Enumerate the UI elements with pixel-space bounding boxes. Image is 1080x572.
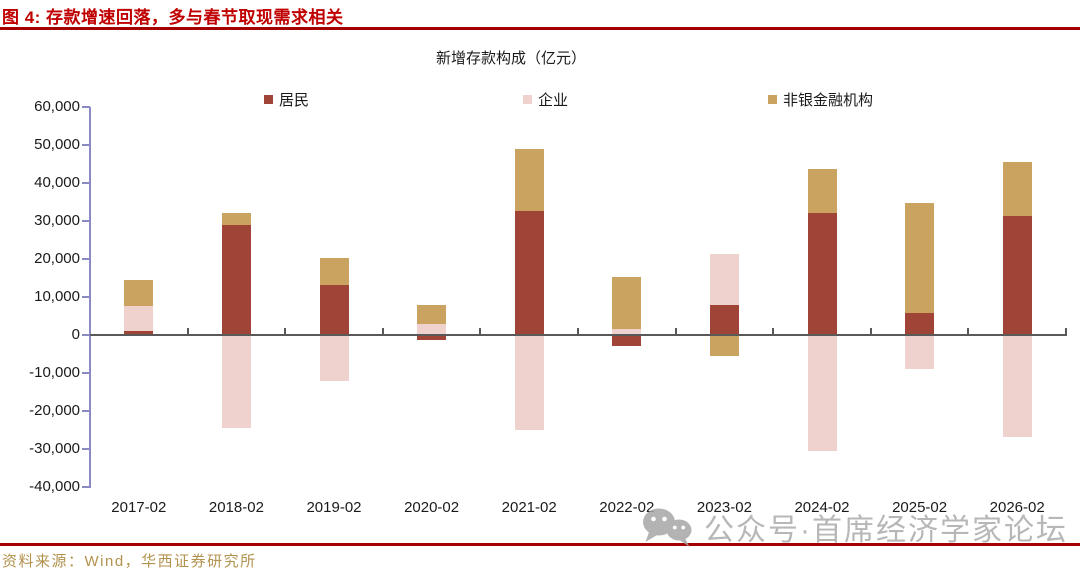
caption-divider — [0, 27, 1080, 30]
bar-segment-2019-02 — [319, 335, 349, 381]
bar-segment-2025-02 — [905, 335, 935, 370]
bar-segment-2018-02 — [221, 335, 251, 428]
y-axis-tick — [82, 486, 90, 488]
legend-label: 企业 — [538, 91, 569, 109]
bar-segment-2026-02 — [1002, 162, 1032, 217]
bar-segment-2021-02 — [514, 148, 544, 211]
bar-segment-2024-02 — [807, 168, 837, 214]
y-axis-tick — [82, 372, 90, 374]
y-axis-label: 20,000 — [34, 250, 80, 267]
source-note: 资料来源：Wind，华西证券研究所 — [2, 553, 257, 570]
bar-segment-2019-02 — [319, 258, 349, 286]
bar-segment-2025-02 — [905, 312, 935, 335]
bar-segment-2024-02 — [807, 335, 837, 451]
y-axis-tick — [82, 182, 90, 184]
bar-segment-2023-02 — [709, 305, 739, 335]
x-axis-label: 2021-02 — [501, 499, 557, 516]
bar-segment-2021-02 — [514, 335, 544, 430]
bar-segment-2021-02 — [514, 210, 544, 335]
legend-item-residents: 居民 — [264, 91, 310, 109]
y-axis-label: -10,000 — [29, 364, 80, 381]
bar-segment-2019-02 — [319, 285, 349, 335]
legend-item-nonbank: 非银金融机构 — [768, 91, 874, 109]
y-axis-tick — [82, 220, 90, 222]
y-axis-tick — [82, 448, 90, 450]
bar-segment-2024-02 — [807, 213, 837, 335]
y-axis-label: 30,000 — [34, 212, 80, 229]
bar-segment-2022-02 — [612, 276, 642, 330]
bar-segment-2017-02 — [124, 279, 154, 307]
x-axis-tick — [186, 328, 189, 336]
y-axis-label: 50,000 — [34, 136, 80, 153]
bar-segment-2023-02 — [709, 254, 739, 306]
y-axis-label: 60,000 — [34, 98, 80, 115]
y-axis-line — [89, 107, 91, 488]
x-axis-tick — [967, 328, 970, 336]
y-axis-label: 40,000 — [34, 174, 80, 191]
bar-segment-2017-02 — [124, 331, 154, 335]
y-axis-label: 10,000 — [34, 288, 80, 305]
x-axis-label: 2022-02 — [599, 499, 655, 516]
figure-caption: 图 4: 存款增速回落，多与春节取现需求相关 — [2, 8, 344, 27]
x-axis-tick — [674, 328, 677, 336]
y-axis-label: -30,000 — [29, 440, 80, 457]
y-axis-tick — [82, 106, 90, 108]
bar-segment-2018-02 — [221, 213, 251, 226]
x-axis-label: 2026-02 — [989, 499, 1045, 516]
bar-segment-2017-02 — [124, 306, 154, 332]
y-axis-label: -40,000 — [29, 478, 80, 495]
bar-segment-2020-02 — [417, 304, 447, 325]
source-divider — [0, 543, 1080, 546]
bar-segment-2026-02 — [1002, 216, 1032, 335]
y-axis-tick — [82, 334, 90, 336]
x-axis-label: 2025-02 — [892, 499, 948, 516]
y-axis-tick — [82, 144, 90, 146]
bar-segment-2022-02 — [612, 335, 642, 347]
y-axis-tick — [82, 410, 90, 412]
y-axis-label: -20,000 — [29, 402, 80, 419]
x-axis-tick — [772, 328, 775, 336]
chart-title: 新增存款构成（亿元） — [435, 50, 586, 67]
legend-label: 居民 — [279, 91, 310, 109]
x-axis-label: 2018-02 — [208, 499, 264, 516]
bar-segment-2026-02 — [1002, 335, 1032, 437]
x-axis-label: 2024-02 — [794, 499, 850, 516]
bar-segment-2018-02 — [221, 225, 251, 335]
legend-item-enterprises: 企业 — [523, 91, 569, 109]
x-axis-tick — [284, 328, 287, 336]
x-axis-label: 2023-02 — [696, 499, 752, 516]
legend-label: 非银金融机构 — [783, 91, 874, 109]
bar-segment-2020-02 — [417, 335, 447, 340]
y-axis-label: 0 — [71, 326, 80, 343]
x-axis-tick — [1065, 328, 1067, 336]
y-axis-tick — [82, 258, 90, 260]
residents-swatch-icon — [264, 94, 273, 104]
bar-segment-2022-02 — [612, 329, 642, 335]
bar-segment-2020-02 — [417, 324, 447, 335]
x-axis-tick — [577, 328, 579, 336]
x-axis-tick — [479, 328, 482, 336]
enterprises-swatch-icon — [523, 94, 532, 104]
nonbank-swatch-icon — [768, 94, 777, 104]
x-axis-label: 2017-02 — [111, 499, 167, 516]
bar-segment-2025-02 — [905, 203, 935, 313]
x-axis-label: 2020-02 — [404, 499, 460, 516]
x-axis-tick — [381, 328, 384, 336]
x-axis-tick — [869, 328, 872, 336]
y-axis-tick — [82, 296, 90, 298]
bar-segment-2023-02 — [709, 335, 739, 356]
x-axis-label: 2019-02 — [306, 499, 362, 516]
